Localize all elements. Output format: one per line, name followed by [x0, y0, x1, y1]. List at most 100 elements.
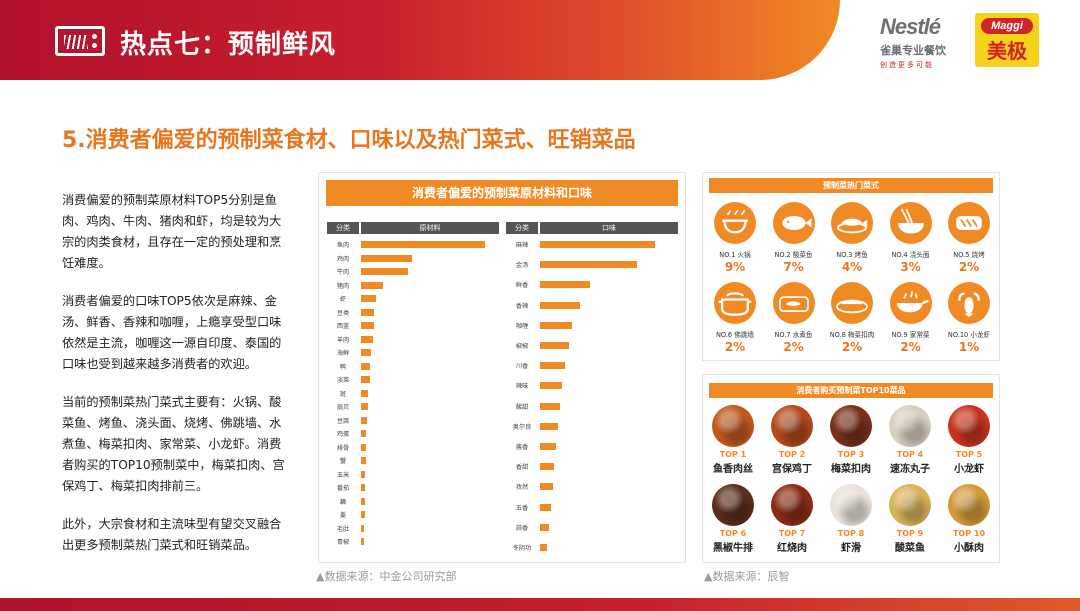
- ingredient-bar: [361, 511, 365, 518]
- top10-rank: TOP 9: [896, 529, 924, 538]
- flavor-bar: [540, 544, 548, 551]
- ingredient-bar: [361, 470, 366, 478]
- hot-dish-item: NO.2 酸菜鱼 7%: [766, 202, 822, 274]
- ingredient-bar: [361, 362, 371, 370]
- hot-dish-item: NO.10 小龙虾 1%: [941, 282, 997, 354]
- top10-rank: TOP 7: [778, 529, 806, 538]
- maggi-logo: Maggi 美极: [975, 13, 1039, 67]
- top10-item: TOP 9 酸菜鱼: [880, 484, 940, 554]
- flavor-label: 椒椒: [515, 343, 529, 350]
- dish-photo: [771, 484, 813, 526]
- hot-dish-percent: 4%: [841, 260, 863, 274]
- top10-rank: TOP 1: [719, 450, 747, 459]
- ingredient-bar: [361, 308, 374, 316]
- source-right: ▲数据来源：辰智: [704, 570, 790, 583]
- hot-dish-percent: 2%: [841, 340, 863, 354]
- ingredient-bar: [361, 403, 368, 410]
- crayfish-icon: [948, 282, 990, 324]
- nestle-logo-cn: 雀巢专业餐饮: [880, 44, 946, 57]
- page-title: 热点七：预制鲜风: [120, 30, 337, 60]
- ingredient-label: 鸭: [339, 363, 347, 371]
- top10-name: 小龙虾: [954, 464, 984, 475]
- top10-rank: TOP 8: [837, 529, 865, 538]
- dish-photo: [889, 484, 931, 526]
- ingredient-label: 鱼肉: [336, 242, 350, 249]
- top10-item: TOP 5 小龙虾: [939, 405, 999, 475]
- hot-dishes-title: 预制菜热门菜式: [709, 178, 993, 193]
- flavor-label: 奥尔良: [512, 423, 532, 431]
- dish-photo: [948, 484, 990, 526]
- ingredient-label: 毛肚: [336, 525, 350, 533]
- ingredient-label: 排骨: [336, 444, 350, 452]
- hot-dish-item: NO.5 烧烤 2%: [941, 202, 997, 274]
- hot-dish-name: NO.5 烧烤: [953, 251, 985, 259]
- ingredient-bar: [361, 416, 367, 424]
- ingredient-label: 豆类: [336, 309, 350, 317]
- hot-dish-percent: 1%: [958, 340, 980, 354]
- ingredient-label: 玉米: [336, 471, 350, 479]
- ingredient-bar: [361, 538, 364, 545]
- paragraph-conclusion: 此外，大宗食材和主流味型有望交叉融合出更多预制菜热门菜式和旺销菜品。: [62, 517, 282, 552]
- ingredient-bar: [361, 484, 366, 491]
- flavor-bar: [540, 382, 562, 390]
- hot-dish-percent: 3%: [900, 260, 921, 274]
- ingredient-bar: [361, 443, 367, 451]
- ingredient-label: 扇贝: [336, 404, 350, 411]
- hot-dish-name: NO.10 小龙虾: [947, 331, 991, 339]
- nestle-logo-tagline: 创造更多可能: [880, 61, 934, 69]
- ingredient-label: 鸡蛋: [336, 431, 350, 438]
- hot-dish-name: NO.7 水煮鱼: [774, 331, 813, 339]
- ingredient-label: 淡菜: [336, 377, 350, 384]
- ingredient-bar: [361, 389, 369, 397]
- top10-name: 鱼香肉丝: [713, 464, 753, 475]
- top10-name: 虾滑: [841, 543, 861, 554]
- top10-name: 黑椒牛排: [713, 543, 753, 554]
- top10-name: 酸菜鱼: [895, 543, 925, 554]
- ingredient-bar: [361, 497, 365, 505]
- hot-dish-percent: 2%: [958, 260, 980, 274]
- flavor-label: 麻辣: [515, 242, 529, 249]
- ingredient-label: 海鲜: [336, 350, 350, 357]
- hot-dish-name: NO.9 家常菜: [891, 331, 930, 339]
- maggi-logo-text: Maggi: [981, 18, 1033, 34]
- paragraph-flavors: 消费者偏爱的口味TOP5依次是麻辣、金汤、鲜香、香辣和咖喱，上瘾享受型口味依然是…: [62, 294, 282, 371]
- col-head-flavor: 口味: [540, 222, 678, 234]
- top10-name: 红烧肉: [777, 543, 807, 554]
- bbq-icon: [948, 202, 990, 244]
- ingredient-bar: [361, 322, 374, 329]
- hot-dish-percent: 2%: [724, 340, 746, 354]
- top10-item: TOP 4 速冻丸子: [880, 405, 940, 475]
- dish-photo: [948, 405, 990, 447]
- top10-rank: TOP 5: [955, 450, 983, 459]
- nestle-logo-text: Nestlé: [880, 14, 941, 39]
- flavor-bar: [540, 342, 569, 349]
- top10-name: 小酥肉: [954, 543, 984, 554]
- flavor-label: 蒜香: [515, 524, 529, 532]
- pork-icon: [831, 282, 873, 324]
- hot-dish-item: NO.7 水煮鱼 2%: [766, 282, 822, 354]
- hot-dish-item: NO.9 家常菜 2%: [883, 282, 939, 354]
- hot-dish-percent: 9%: [724, 260, 746, 274]
- flavor-bar: [540, 261, 638, 269]
- ingredient-bar: [361, 281, 383, 289]
- ingredient-label: 姜: [339, 512, 347, 519]
- ingredient-bar: [361, 295, 376, 302]
- dish-photo: [712, 484, 754, 526]
- ingredient-label: 藕: [339, 498, 347, 506]
- top10-name: 梅菜扣肉: [831, 464, 871, 475]
- flavor-bar: [540, 443, 557, 450]
- flavor-bar: [540, 321, 573, 329]
- top10-rank: TOP 6: [719, 529, 747, 538]
- flavor-label: 孜然: [515, 484, 529, 492]
- hot-dish-item: NO.6 佛跳墙 2%: [707, 282, 763, 354]
- ingredient-label: 青椒: [336, 539, 350, 546]
- flavor-label: 川香: [515, 363, 529, 371]
- hot-dish-percent: 2%: [783, 340, 804, 354]
- dish-photo: [830, 484, 872, 526]
- dish-photo: [712, 405, 754, 447]
- flavor-label: 辣味: [515, 383, 529, 391]
- ingredient-label: 蟹: [339, 458, 347, 465]
- flavor-bar: [540, 301, 580, 309]
- top10-rank: TOP 2: [778, 450, 806, 459]
- top10-item: TOP 3 梅菜扣肉: [821, 405, 881, 475]
